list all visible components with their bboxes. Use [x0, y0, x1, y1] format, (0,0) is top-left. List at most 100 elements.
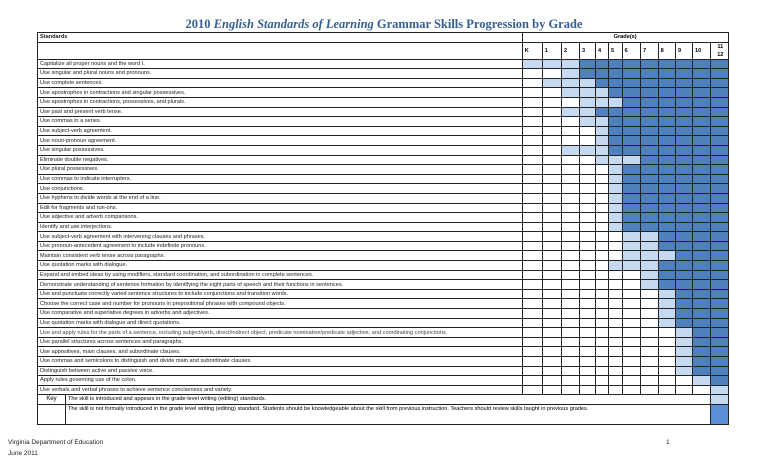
grade-cell-9-review — [674, 183, 693, 194]
table-row: Edit for fragments and run-ons. — [37, 202, 729, 214]
grade-cell-8-review — [657, 68, 676, 79]
grade-cell-6-introduced — [621, 250, 641, 262]
grade-cell-5-empty — [607, 231, 623, 242]
grade-cell-8-review — [657, 260, 676, 271]
standard-text: Use and punctuate correctly varied sente… — [37, 288, 523, 300]
grade-cell-2-empty — [560, 240, 580, 252]
grade-header-6: 6 — [621, 41, 641, 60]
table-row: Eliminate double negatives. — [37, 154, 729, 166]
table-row: Use comparative and superlative degrees … — [37, 308, 729, 319]
standard-text: Use subject-verb agreement. — [37, 125, 523, 137]
grade-header-3: 3 — [578, 41, 596, 60]
grade-cell-K-empty — [521, 77, 543, 89]
grade-cell-K-empty — [521, 317, 543, 329]
grade-cell-6-empty — [621, 279, 641, 290]
grade-cell-K-empty — [521, 68, 543, 79]
grade-cell-4-empty — [594, 356, 609, 367]
grade-cell-2-empty — [560, 308, 580, 319]
grade-cell-6-review — [621, 116, 641, 127]
grade-cell-2-empty — [560, 346, 580, 357]
grade-cell-5-review — [607, 135, 623, 146]
grade-cell-4-empty — [594, 192, 609, 204]
grade-cell-11-12-review — [709, 164, 729, 175]
grade-cell-K-empty — [521, 164, 543, 175]
grade-cell-6-review — [621, 77, 641, 89]
standard-text: Use and apply rules for the parts of a s… — [37, 327, 523, 338]
grade-cell-9-introduced — [674, 336, 693, 348]
grade-cell-10-review — [691, 164, 711, 175]
grade-cell-4-empty — [594, 308, 609, 319]
grade-cell-7-review — [639, 58, 659, 70]
grade-cell-10-review — [691, 260, 711, 271]
grade-cell-10-review — [691, 221, 711, 233]
table-row: Choose the correct case and number for p… — [37, 298, 729, 310]
grade-cell-5-review — [607, 125, 623, 137]
grade-cell-8-empty — [657, 356, 676, 367]
table-row: Use subject-verb agreement. — [37, 125, 729, 137]
grade-cell-4-empty — [594, 327, 609, 338]
grade-cell-3-empty — [578, 173, 596, 185]
table-row: Identify and use interjections. — [37, 221, 729, 233]
grade-cell-8-empty — [657, 327, 676, 338]
grade-cell-6-empty — [621, 384, 641, 396]
grade-cell-2-empty — [560, 116, 580, 127]
grade-cell-3-empty — [578, 154, 596, 166]
grade-cell-8-review — [657, 269, 676, 281]
grade-cell-9-review — [674, 231, 693, 242]
grade-cell-5-introduced — [607, 221, 623, 233]
grade-cell-1-introduced — [541, 77, 562, 89]
page-title: 2010 English Standards of Learning Gramm… — [0, 17, 768, 32]
grade-cell-11-12-review — [709, 212, 729, 223]
grade-cell-5-empty — [607, 240, 623, 252]
grade-cell-9-review — [674, 87, 693, 98]
grade-cell-8-empty — [657, 384, 676, 396]
grade-cell-K-empty — [521, 269, 543, 281]
grade-cell-9-review — [674, 202, 693, 214]
grade-cell-3-empty — [578, 183, 596, 194]
table-row: Use subject-verb agreement with interven… — [37, 231, 729, 242]
table-row: Expand and embed ideas by using modifier… — [37, 269, 729, 281]
grade-cell-7-empty — [639, 308, 659, 319]
standard-text: Use past and present verb tense. — [37, 106, 523, 118]
title-year: 2010 — [185, 17, 211, 31]
table-row: Use hyphens to divide words at the end o… — [37, 192, 729, 204]
grade-cell-2-introduced — [560, 68, 580, 79]
grade-cell-7-review — [639, 192, 659, 204]
grade-cell-7-review — [639, 164, 659, 175]
grade-cell-9-empty — [674, 375, 693, 386]
grade-cell-7-empty — [639, 356, 659, 367]
grade-cell-2-introduced — [560, 58, 580, 70]
table-row: Use plural possessives. — [37, 164, 729, 175]
grade-cell-8-introduced — [657, 317, 676, 329]
footer-org: Virginia Department of Education — [8, 439, 104, 446]
grade-cell-4-empty — [594, 212, 609, 223]
grade-cell-11-12-review — [709, 68, 729, 79]
grade-cell-4-empty — [594, 269, 609, 281]
grade-cell-7-review — [639, 135, 659, 146]
grade-cell-2-empty — [560, 288, 580, 300]
grade-cell-1-empty — [541, 144, 562, 156]
table-row: Use verbals and verbal phrases to achiev… — [37, 384, 729, 396]
grade-cell-11-12-review — [709, 202, 729, 214]
grade-cell-7-empty — [639, 298, 659, 310]
grade-cell-8-review — [657, 183, 676, 194]
grade-cell-K-empty — [521, 125, 543, 137]
grade-cell-2-introduced — [560, 106, 580, 118]
grade-cell-5-introduced — [607, 202, 623, 214]
grade-cell-7-empty — [639, 288, 659, 300]
grade-cell-4-empty — [594, 317, 609, 329]
grade-cell-8-review — [657, 58, 676, 70]
grade-cell-7-review — [639, 221, 659, 233]
table-row: Use past and present verb tense. — [37, 106, 729, 118]
grade-cell-2-introduced — [560, 144, 580, 156]
table-row: Use complete sentences. — [37, 77, 729, 89]
grade-cell-11-12-review — [709, 173, 729, 185]
grade-cell-11-12-review — [709, 192, 729, 204]
grade-cell-3-empty — [578, 365, 596, 377]
table-row: Distinguish between active and passive v… — [37, 365, 729, 377]
grade-cell-5-introduced — [607, 154, 623, 166]
grade-cell-5-empty — [607, 336, 623, 348]
grade-cell-9-review — [674, 308, 693, 319]
grade-cell-2-introduced — [560, 77, 580, 89]
grade-cell-2-empty — [560, 250, 580, 262]
